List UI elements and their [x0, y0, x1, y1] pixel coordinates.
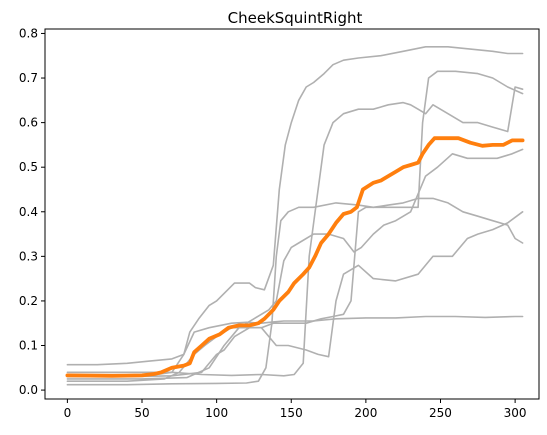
series-layer — [65, 45, 525, 386]
y-tick-label: 0.1 — [19, 339, 38, 353]
series-line-gray-1 — [66, 315, 524, 366]
chart-title: CheekSquintRight — [228, 9, 363, 27]
series-line-gray-4 — [66, 197, 524, 386]
y-axis: 0.0 0.1 0.2 0.3 0.4 0.5 0.6 0.7 0.8 — [19, 26, 45, 397]
series-line-gray-3 — [66, 86, 524, 377]
x-tick-label: 200 — [354, 406, 377, 420]
y-tick-label: 0.8 — [19, 26, 38, 40]
y-tick-label: 0.0 — [19, 383, 38, 397]
series-line-mean — [65, 136, 525, 378]
y-tick-label: 0.4 — [19, 205, 38, 219]
plot-frame — [44, 28, 540, 400]
series-line-gray-2 — [66, 45, 524, 378]
y-tick-label: 0.2 — [19, 294, 38, 308]
y-tick-label: 0.6 — [19, 116, 38, 130]
x-tick-label: 250 — [429, 406, 452, 420]
x-axis: 0 50 100 150 200 250 300 — [64, 399, 527, 420]
x-tick-label: 100 — [205, 406, 228, 420]
x-tick-label: 50 — [134, 406, 149, 420]
y-tick-label: 0.5 — [19, 160, 38, 174]
y-tick-label: 0.7 — [19, 71, 38, 85]
series-line-gray-5 — [66, 70, 524, 378]
x-tick-label: 150 — [280, 406, 303, 420]
y-tick-label: 0.3 — [19, 249, 38, 263]
series-line-gray-6 — [66, 211, 524, 383]
x-tick-label: 0 — [64, 406, 72, 420]
series-line-gray-7 — [66, 148, 524, 380]
x-tick-label: 300 — [504, 406, 527, 420]
